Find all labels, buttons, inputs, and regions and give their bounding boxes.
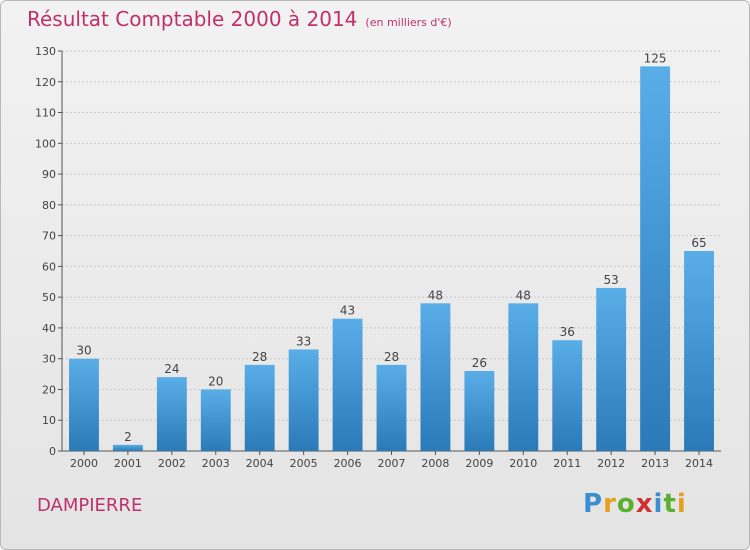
proxiti-logo: Proxiti — [583, 489, 687, 519]
chart-subtitle: (en milliers d'€) — [365, 16, 452, 29]
x-tick-label: 2007 — [378, 457, 406, 470]
logo-letter: o — [616, 489, 636, 519]
data-label: 28 — [384, 350, 399, 364]
data-label: 125 — [644, 51, 667, 65]
y-tick-label: 0 — [49, 445, 56, 458]
y-tick-label: 110 — [35, 107, 56, 120]
data-label: 2 — [124, 430, 132, 444]
bar — [640, 66, 671, 451]
bar — [112, 444, 143, 451]
y-tick-label: 50 — [42, 291, 56, 304]
chart-title-text: Résultat Comptable 2000 à 2014 — [27, 7, 358, 31]
data-label: 48 — [516, 288, 531, 302]
x-tick-label: 2008 — [421, 457, 449, 470]
x-tick-label: 2012 — [597, 457, 625, 470]
x-tick-label: 2001 — [114, 457, 142, 470]
logo-letter: x — [635, 489, 654, 519]
data-label: 48 — [428, 288, 443, 302]
bar — [200, 389, 231, 451]
axes: 0 10 20 30 40 50 60 70 80 90 100 110 120 130 2000 2001 2… — [35, 45, 721, 470]
logo-letter: t — [663, 489, 677, 519]
data-label: 30 — [76, 344, 91, 358]
bar — [596, 287, 627, 451]
data-label: 36 — [560, 325, 575, 339]
data-label: 24 — [164, 362, 179, 376]
x-tick-label: 2006 — [334, 457, 362, 470]
bar — [420, 303, 451, 451]
data-label: 20 — [208, 374, 223, 388]
logo-letter: i — [676, 489, 687, 519]
bar — [244, 364, 275, 451]
data-labels: 30 2 24 20 28 33 43 28 48 26 48 36 53 125 65 — [76, 51, 706, 443]
bar — [552, 340, 583, 451]
bar — [376, 364, 407, 451]
y-tick-label: 20 — [42, 383, 56, 396]
bar — [684, 251, 714, 451]
bars — [69, 66, 714, 451]
x-tick-label: 2005 — [290, 457, 318, 470]
logo-letter: r — [603, 489, 617, 519]
x-tick-label: 2011 — [553, 457, 581, 470]
bar — [464, 371, 495, 451]
data-label: 26 — [472, 356, 487, 370]
x-tick-label: 2013 — [641, 457, 669, 470]
bar — [156, 377, 187, 451]
x-tick-label: 2004 — [246, 457, 274, 470]
y-tick-label: 80 — [42, 199, 56, 212]
bar — [332, 318, 363, 451]
bar — [69, 358, 99, 451]
data-label: 53 — [604, 273, 619, 287]
bar — [508, 303, 539, 451]
x-tick-label: 2009 — [465, 457, 493, 470]
chart-title: Résultat Comptable 2000 à 2014 (en millie… — [27, 7, 452, 31]
data-label: 33 — [296, 334, 311, 348]
bar — [288, 349, 319, 451]
data-label: 43 — [340, 304, 355, 318]
y-tick-label: 60 — [42, 260, 56, 273]
y-tick-label: 40 — [42, 322, 56, 335]
x-tick-label: 2000 — [70, 457, 98, 470]
place-name: DAMPIERRE — [37, 495, 143, 516]
x-tick-label: 2010 — [509, 457, 537, 470]
logo-letter: i — [653, 489, 664, 519]
y-tick-label: 70 — [42, 230, 56, 243]
y-tick-label: 100 — [35, 137, 56, 150]
x-tick-label: 2002 — [158, 457, 186, 470]
y-tick-label: 30 — [42, 353, 56, 366]
y-tick-label: 130 — [35, 45, 56, 58]
data-label: 65 — [691, 236, 706, 250]
x-tick-label: 2003 — [202, 457, 230, 470]
y-tick-label: 120 — [35, 76, 56, 89]
y-tick-label: 90 — [42, 168, 56, 181]
logo-letter: P — [583, 489, 604, 519]
x-tick-label: 2014 — [685, 457, 713, 470]
y-tick-label: 10 — [42, 414, 56, 427]
data-label: 28 — [252, 350, 267, 364]
